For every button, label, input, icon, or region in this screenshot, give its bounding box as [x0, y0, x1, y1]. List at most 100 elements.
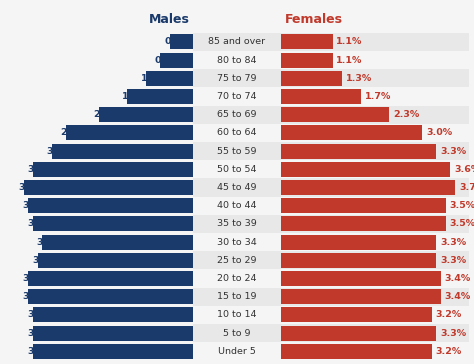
- Text: 55 to 59: 55 to 59: [217, 147, 257, 155]
- Bar: [0, 33, 474, 51]
- Text: 1.3%: 1.3%: [346, 74, 372, 83]
- Bar: [0, 269, 474, 288]
- Bar: [193, 160, 474, 178]
- Bar: [0, 142, 474, 160]
- Text: 80 to 84: 80 to 84: [217, 56, 257, 64]
- Text: 3.3%: 3.3%: [440, 238, 466, 246]
- Bar: [193, 33, 474, 51]
- Bar: [0, 69, 474, 87]
- Bar: [33, 216, 193, 232]
- Bar: [193, 251, 474, 269]
- Bar: [33, 325, 193, 341]
- Text: Males: Males: [148, 13, 190, 26]
- Bar: [281, 87, 474, 106]
- Text: 3.0%: 3.0%: [426, 128, 452, 137]
- Bar: [281, 107, 389, 122]
- Bar: [281, 344, 431, 359]
- Text: 3.4%: 3.4%: [27, 347, 54, 356]
- Bar: [66, 125, 193, 140]
- Bar: [0, 324, 474, 342]
- Bar: [127, 89, 193, 104]
- Text: 65 to 69: 65 to 69: [217, 110, 257, 119]
- Bar: [281, 52, 333, 67]
- Bar: [281, 124, 474, 142]
- Bar: [281, 89, 361, 104]
- Bar: [281, 234, 436, 250]
- Bar: [281, 142, 474, 160]
- Text: 3.7%: 3.7%: [459, 183, 474, 192]
- Bar: [0, 288, 474, 306]
- Bar: [0, 106, 474, 124]
- Text: 60 to 64: 60 to 64: [217, 128, 257, 137]
- Bar: [33, 307, 193, 323]
- Text: 3.5%: 3.5%: [23, 201, 49, 210]
- Text: 1.7%: 1.7%: [365, 92, 391, 101]
- Text: Females: Females: [284, 13, 343, 26]
- Text: 2.3%: 2.3%: [393, 110, 419, 119]
- Text: 75 to 79: 75 to 79: [217, 74, 257, 83]
- Bar: [281, 143, 436, 158]
- Text: 5 to 9: 5 to 9: [223, 329, 251, 337]
- Text: 25 to 29: 25 to 29: [217, 256, 257, 265]
- Bar: [281, 306, 474, 324]
- Text: 3.4%: 3.4%: [27, 310, 54, 319]
- Bar: [193, 87, 474, 106]
- Bar: [0, 87, 474, 106]
- Text: 3.5%: 3.5%: [23, 274, 49, 283]
- Bar: [281, 269, 474, 288]
- Bar: [0, 124, 474, 142]
- Text: 3.4%: 3.4%: [445, 274, 471, 283]
- Text: 1.1%: 1.1%: [337, 37, 363, 46]
- Text: 50 to 54: 50 to 54: [217, 165, 257, 174]
- Text: Under 5: Under 5: [218, 347, 256, 356]
- Text: 30 to 34: 30 to 34: [217, 238, 257, 246]
- Bar: [193, 269, 474, 288]
- Text: 35 to 39: 35 to 39: [217, 219, 257, 228]
- Text: 3.2%: 3.2%: [435, 310, 462, 319]
- Text: 3.5%: 3.5%: [449, 201, 474, 210]
- Bar: [281, 51, 474, 69]
- Bar: [0, 160, 474, 178]
- Bar: [28, 289, 193, 304]
- Bar: [281, 251, 474, 269]
- Text: 2.0%: 2.0%: [93, 110, 119, 119]
- Text: 3.4%: 3.4%: [445, 292, 471, 301]
- Bar: [281, 35, 333, 49]
- Text: 3.4%: 3.4%: [27, 329, 54, 337]
- Bar: [193, 233, 474, 251]
- Bar: [0, 178, 474, 197]
- Bar: [281, 253, 436, 268]
- Text: 0.7%: 0.7%: [155, 56, 181, 64]
- Bar: [281, 216, 446, 232]
- Bar: [281, 215, 474, 233]
- Bar: [193, 69, 474, 87]
- Bar: [193, 215, 474, 233]
- Bar: [170, 35, 193, 49]
- Text: 3.5%: 3.5%: [449, 219, 474, 228]
- Text: 2.7%: 2.7%: [60, 128, 87, 137]
- Bar: [99, 107, 193, 122]
- Bar: [281, 289, 441, 304]
- Bar: [281, 342, 474, 360]
- Bar: [281, 197, 474, 215]
- Bar: [0, 215, 474, 233]
- Bar: [0, 233, 474, 251]
- Bar: [281, 160, 474, 178]
- Bar: [193, 197, 474, 215]
- Bar: [28, 198, 193, 213]
- Bar: [24, 180, 193, 195]
- Bar: [193, 324, 474, 342]
- Bar: [0, 197, 474, 215]
- Bar: [193, 142, 474, 160]
- Bar: [193, 178, 474, 197]
- Bar: [281, 271, 441, 286]
- Bar: [160, 52, 193, 67]
- Text: 3.2%: 3.2%: [37, 238, 63, 246]
- Bar: [193, 51, 474, 69]
- Bar: [281, 233, 474, 251]
- Bar: [193, 306, 474, 324]
- Text: 1.4%: 1.4%: [122, 92, 148, 101]
- Text: 3.0%: 3.0%: [46, 147, 73, 155]
- Text: 3.4%: 3.4%: [27, 219, 54, 228]
- Text: 3.2%: 3.2%: [435, 347, 462, 356]
